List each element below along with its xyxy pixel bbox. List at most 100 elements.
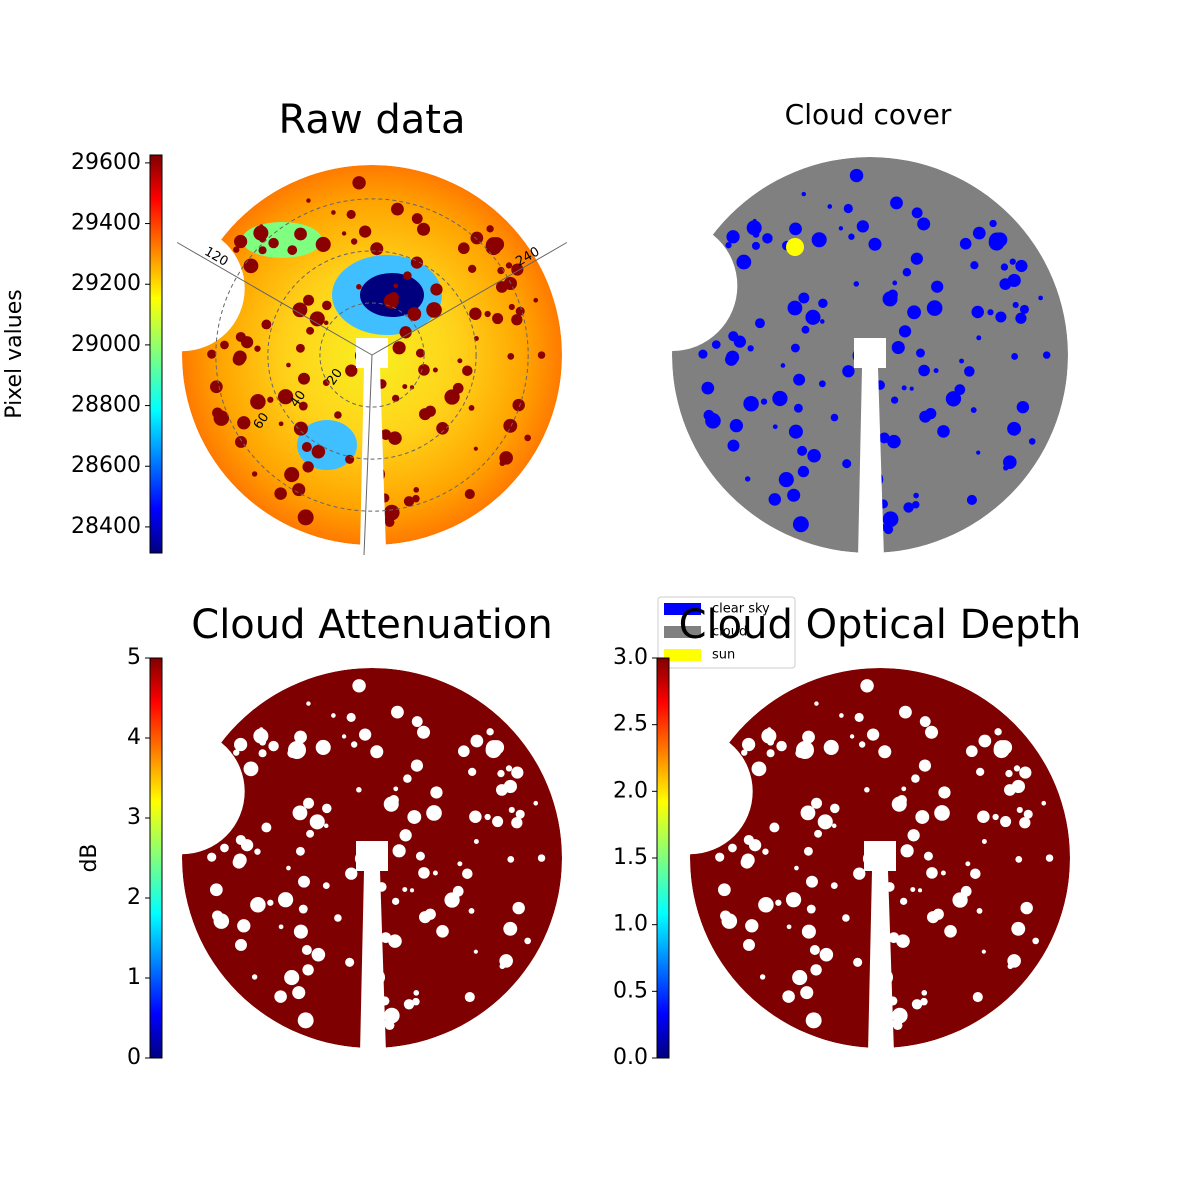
sky-spot [427, 810, 435, 818]
sky-spot [415, 851, 425, 861]
colorbar-tick-label: 1.5 [613, 845, 648, 870]
sky-spot [911, 774, 920, 783]
sky-spot [354, 348, 370, 364]
sky-spot [793, 373, 806, 386]
sky-spot [391, 202, 404, 216]
sky-spot [992, 813, 999, 821]
sky-spot [298, 904, 308, 914]
sky-spot [383, 504, 400, 521]
sky-spot [1028, 438, 1036, 445]
colorbar-tick-label: 29000 [71, 332, 141, 357]
sky-image [672, 157, 1068, 553]
sky-spot [409, 385, 415, 390]
sky-spot [891, 1007, 908, 1024]
sky-spot [873, 349, 879, 355]
sky-spot [970, 868, 981, 879]
sky-spot [778, 472, 794, 488]
sky-spot [251, 974, 258, 980]
sky-spot [469, 810, 482, 824]
sky-spot [786, 924, 792, 930]
sky-spot [864, 504, 880, 520]
sky-spot [874, 1001, 889, 1017]
sky-spot [911, 999, 923, 1010]
sky-spot [473, 839, 479, 845]
sky-spot [1019, 304, 1029, 314]
sky-spot [302, 461, 314, 473]
sky-spot [818, 298, 828, 309]
sky-spot [250, 897, 266, 913]
sky-spot [402, 887, 408, 893]
sky-spot [225, 310, 237, 322]
sky-spot [359, 728, 372, 741]
sky-spot [374, 852, 381, 858]
sky-spot [223, 294, 239, 310]
sky-spot [418, 364, 430, 376]
sky-spot [910, 887, 916, 893]
sky-spot [919, 716, 931, 727]
sky-spot [470, 231, 484, 245]
sky-spot [994, 728, 1002, 736]
sky-spot [533, 800, 539, 806]
colorbar-tick-label: 28400 [71, 514, 141, 539]
colorbar-label: dB [77, 843, 102, 872]
sky-spot [1020, 901, 1033, 915]
sky-spot [1016, 400, 1030, 414]
sky-spot [864, 491, 874, 501]
sky-spot [848, 233, 855, 240]
sky-spot [413, 487, 420, 493]
sky-spot [727, 439, 740, 452]
colorbar-tick-label: 2.0 [613, 778, 648, 803]
sky-spot [820, 319, 825, 324]
sky-spot [879, 524, 887, 531]
sky-spot [889, 1020, 896, 1027]
sky-spot [849, 734, 855, 739]
sky-spot [350, 741, 358, 748]
sky-spot [952, 892, 968, 908]
legend-label: sun [712, 648, 735, 663]
sky-image [182, 668, 562, 1048]
sky-spot [852, 348, 868, 364]
sky-spot [284, 970, 300, 986]
sky-spot [853, 957, 863, 967]
sky-spot [427, 307, 435, 315]
sky-spot [294, 730, 307, 744]
sky-spot [411, 716, 423, 727]
sky-spot [917, 888, 923, 893]
sun-mark [796, 741, 814, 759]
sky-spot [341, 734, 347, 739]
sky-spot [485, 742, 502, 759]
sky-spot [810, 964, 822, 976]
sky-spot [743, 939, 755, 951]
sky-spot [901, 385, 907, 391]
sky-spot [715, 292, 731, 307]
sky-spot [874, 989, 884, 998]
sky-spot [862, 851, 878, 867]
sky-spot [729, 418, 744, 433]
sky-spot [233, 234, 248, 249]
sky-spot [792, 970, 808, 986]
sky-spot [356, 787, 362, 793]
sky-spot [1011, 353, 1019, 360]
sky-spot [366, 989, 376, 998]
sky-spot [882, 511, 899, 528]
sky-spot [410, 256, 424, 269]
sky-spot [901, 786, 907, 792]
sky-spot [900, 897, 908, 905]
legend-swatch [664, 603, 701, 615]
colorbar-tick-label: 28800 [71, 393, 141, 418]
sky-background [690, 668, 1070, 1048]
sky-spot [839, 713, 844, 718]
sky-spot [381, 517, 388, 524]
sky-spot [823, 739, 839, 755]
sky-spot [345, 957, 355, 967]
sky-spot [430, 786, 443, 799]
legend-label: clear sky [712, 602, 770, 617]
sky-spot [801, 325, 810, 334]
sky-spot [987, 309, 994, 316]
sky-spot [971, 305, 984, 319]
sky-spot [233, 737, 248, 752]
sky-spot [215, 268, 231, 284]
sky-spot [1016, 806, 1023, 814]
sky-spot [970, 407, 977, 414]
